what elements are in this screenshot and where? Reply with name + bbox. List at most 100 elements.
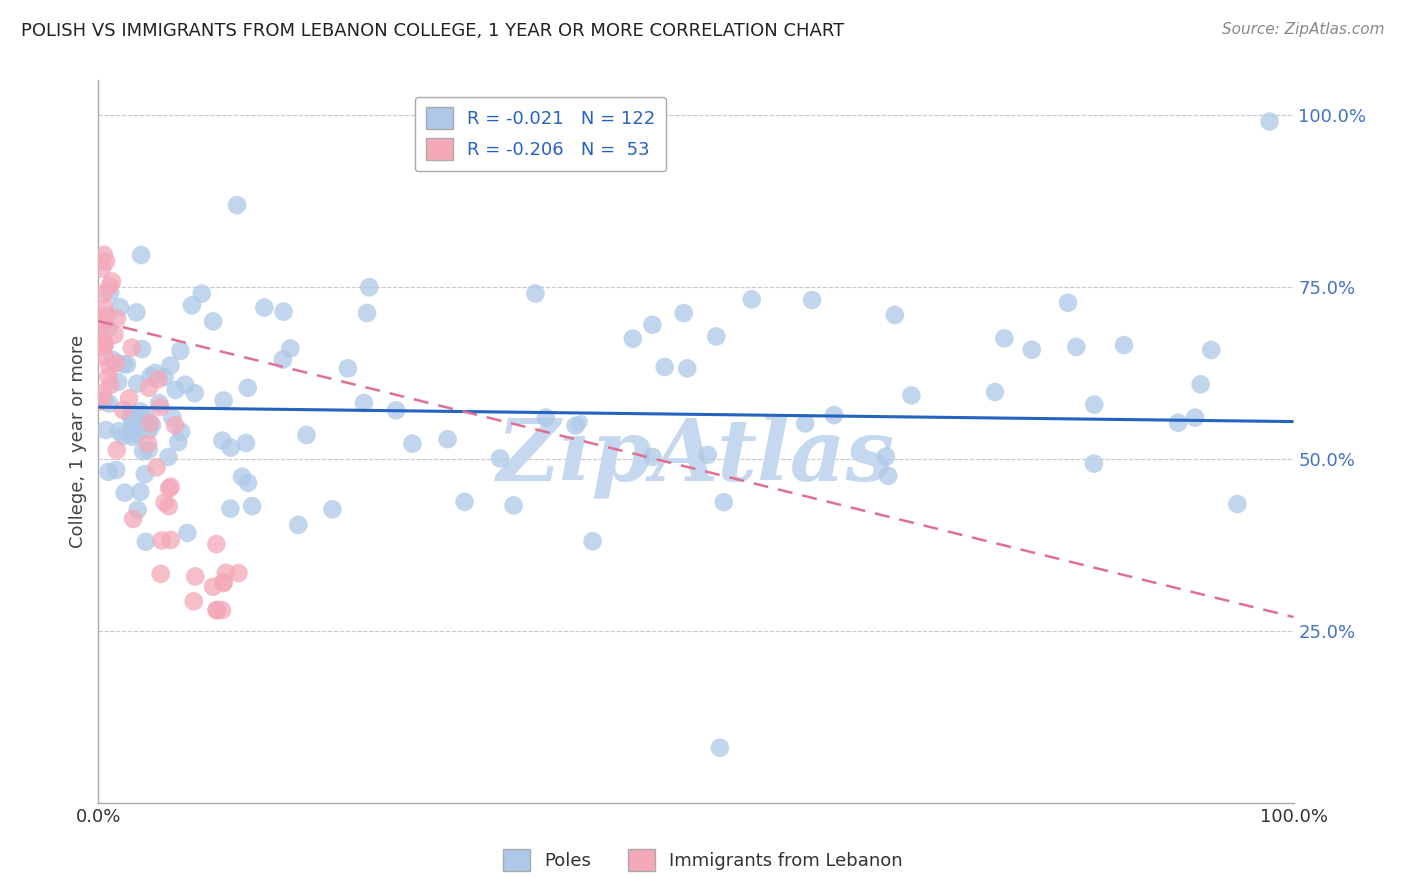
Point	[143, 366, 166, 380]
Point	[900, 388, 922, 402]
Point	[226, 198, 249, 212]
Point	[101, 275, 124, 289]
Point	[641, 450, 664, 464]
Point	[253, 301, 276, 315]
Point	[273, 304, 295, 318]
Point	[157, 450, 180, 464]
Point	[97, 321, 120, 335]
Point	[228, 566, 250, 580]
Point	[641, 318, 664, 332]
Point	[121, 417, 143, 431]
Point	[672, 306, 695, 320]
Point	[801, 293, 824, 307]
Point	[138, 442, 160, 457]
Point	[271, 352, 294, 367]
Point	[120, 409, 142, 423]
Point	[134, 467, 156, 482]
Point	[98, 279, 121, 293]
Point	[385, 403, 408, 417]
Point	[159, 359, 181, 373]
Point	[654, 359, 676, 374]
Point	[105, 463, 128, 477]
Point	[93, 287, 115, 301]
Point	[139, 369, 162, 384]
Point	[212, 576, 235, 591]
Point	[359, 280, 381, 294]
Point	[138, 424, 160, 438]
Point	[93, 248, 115, 262]
Point	[184, 386, 207, 401]
Point	[1064, 340, 1087, 354]
Point	[696, 448, 718, 462]
Point	[183, 594, 205, 608]
Point	[94, 254, 117, 268]
Point	[91, 318, 114, 333]
Point	[93, 350, 115, 364]
Point	[91, 334, 114, 349]
Point	[278, 342, 301, 356]
Point	[170, 425, 193, 439]
Point	[105, 311, 128, 326]
Point	[353, 396, 375, 410]
Point	[105, 356, 128, 370]
Point	[93, 392, 115, 407]
Point	[97, 465, 120, 479]
Point	[129, 484, 152, 499]
Point	[159, 480, 181, 494]
Point	[713, 495, 735, 509]
Point	[502, 499, 524, 513]
Point	[211, 434, 233, 448]
Point	[153, 495, 176, 509]
Point	[1199, 343, 1222, 357]
Point	[125, 305, 148, 319]
Point	[98, 359, 121, 374]
Point	[103, 327, 125, 342]
Point	[91, 317, 114, 331]
Point	[121, 424, 143, 438]
Point	[128, 412, 150, 426]
Point	[581, 534, 603, 549]
Point	[180, 298, 202, 312]
Point	[136, 436, 159, 450]
Point	[125, 427, 148, 442]
Point	[621, 332, 644, 346]
Point	[202, 580, 225, 594]
Point	[741, 293, 763, 307]
Point	[236, 475, 259, 490]
Point	[98, 285, 121, 300]
Point	[112, 403, 135, 417]
Point	[205, 603, 228, 617]
Point	[169, 343, 191, 358]
Point	[1021, 343, 1043, 357]
Point	[121, 341, 143, 355]
Point	[107, 375, 129, 389]
Point	[205, 537, 228, 551]
Point	[157, 482, 180, 496]
Point	[1112, 338, 1135, 352]
Point	[149, 566, 172, 581]
Point	[534, 410, 557, 425]
Point	[240, 499, 263, 513]
Point	[107, 424, 129, 438]
Point	[145, 460, 167, 475]
Point	[98, 396, 121, 410]
Point	[524, 286, 547, 301]
Point	[121, 408, 143, 422]
Point	[138, 417, 160, 431]
Point	[96, 309, 118, 323]
Point	[1258, 114, 1281, 128]
Legend: Poles, Immigrants from Lebanon: Poles, Immigrants from Lebanon	[496, 842, 910, 879]
Text: ZipAtlas: ZipAtlas	[496, 414, 896, 498]
Point	[135, 534, 157, 549]
Point	[993, 331, 1015, 345]
Point	[108, 300, 131, 314]
Point	[94, 423, 117, 437]
Point	[212, 393, 235, 408]
Point	[132, 444, 155, 458]
Point	[129, 248, 152, 262]
Point	[321, 502, 343, 516]
Point	[149, 400, 172, 414]
Point	[135, 410, 157, 425]
Point	[165, 383, 187, 397]
Point	[877, 468, 900, 483]
